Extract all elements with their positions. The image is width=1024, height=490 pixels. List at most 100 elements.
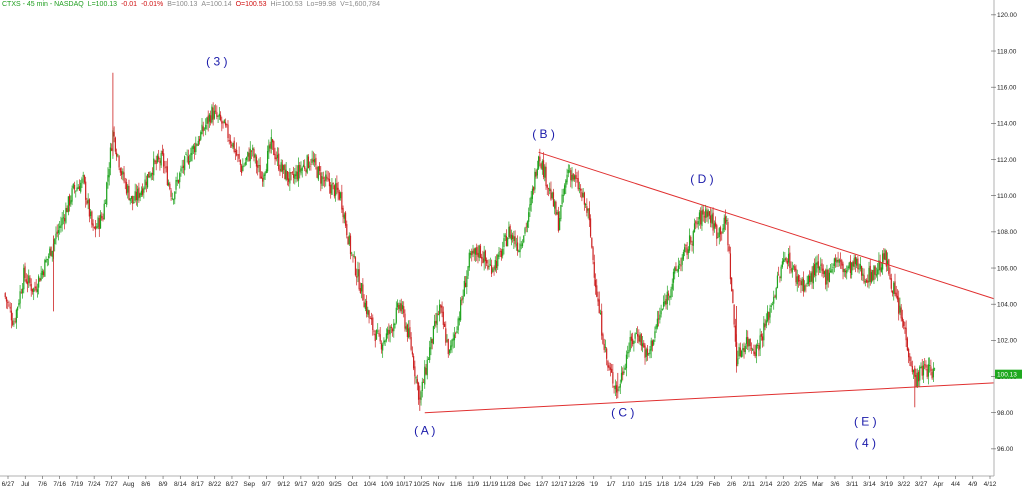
x-tick-label: Feb [709, 481, 721, 488]
candle-body [443, 323, 446, 327]
candle-body [853, 258, 855, 267]
candle-body [671, 283, 673, 290]
candle-body [831, 269, 833, 273]
candle-body [50, 246, 52, 256]
candle-body [87, 199, 89, 204]
candle-body [33, 288, 35, 292]
candle-body [446, 340, 448, 342]
candle-body [596, 285, 598, 297]
candle-body [752, 349, 754, 351]
candle-body [658, 318, 660, 320]
candle-body [4, 293, 6, 298]
candle-body [780, 266, 782, 279]
candle-body [432, 326, 435, 344]
candle-body [509, 225, 511, 239]
x-tick-label: 12/7 [536, 481, 549, 488]
candle-body [674, 267, 676, 274]
candle-body [618, 387, 620, 389]
candle-body [544, 166, 546, 178]
candle-body [644, 345, 646, 358]
candle-body [505, 235, 508, 247]
candle-body [284, 164, 286, 179]
candle-body [629, 336, 631, 351]
candle-body [783, 259, 785, 263]
x-tick-label: 10/25 [413, 481, 430, 488]
x-tick-label: 11/28 [500, 481, 516, 488]
candle-body [554, 201, 556, 209]
candle-body [541, 161, 543, 170]
candle-body [60, 224, 62, 229]
candle-body [281, 164, 284, 172]
candle-body [294, 174, 296, 180]
candle-body [18, 303, 20, 306]
candle-body [807, 275, 809, 284]
candle-body [804, 285, 806, 291]
candle-body [276, 154, 279, 159]
candle-body [410, 337, 412, 350]
candle-body [585, 203, 587, 206]
candle-body [14, 321, 16, 323]
candle-body [190, 153, 192, 162]
candle-body [883, 253, 885, 260]
candle-body [832, 266, 834, 268]
candle-body [191, 146, 193, 155]
candle-body [456, 331, 458, 334]
candle-body [226, 124, 228, 126]
candle-body [55, 233, 57, 240]
candle-body [520, 244, 522, 246]
candle-body [290, 172, 292, 174]
candle-body [30, 283, 32, 291]
candle-body [315, 157, 317, 166]
candle-body [471, 251, 473, 256]
candle-body [614, 385, 616, 390]
candle-body [686, 247, 688, 255]
candle-body [849, 261, 852, 273]
candle-body [533, 186, 535, 191]
candle-body [215, 110, 217, 112]
candle-body [920, 366, 922, 368]
candle-body [12, 320, 14, 325]
candle-body [894, 281, 896, 295]
candle-body [724, 216, 727, 224]
x-tick-label: Jul [21, 481, 30, 488]
x-tick-label: 3/6 [830, 481, 839, 488]
candle-body [726, 219, 728, 222]
candle-body [586, 206, 588, 213]
candle-body [538, 156, 540, 169]
candle-body [450, 345, 452, 351]
candle-body [377, 330, 379, 332]
candle-body [398, 304, 400, 309]
candle-body [797, 275, 800, 282]
candle-body [481, 256, 483, 259]
candle-body [367, 309, 369, 315]
x-tick-label: 9/7 [262, 481, 271, 488]
wave-label: ( 4 ) [855, 436, 876, 450]
candle-body [327, 178, 329, 180]
candle-body [679, 264, 681, 265]
candle-body [140, 190, 142, 196]
candle-body [805, 285, 807, 287]
candle-body [677, 265, 680, 272]
candle-body [755, 345, 757, 356]
candle-body [252, 147, 254, 151]
candle-body [567, 169, 569, 174]
candle-body [878, 260, 880, 271]
candle-body [645, 349, 647, 357]
last-price-marker [995, 369, 1022, 379]
candle-body [358, 269, 360, 290]
candle-body [659, 314, 661, 320]
candle-body [761, 336, 764, 341]
candle-body [28, 275, 30, 283]
candle-body [495, 260, 498, 269]
candle-body [142, 188, 144, 195]
candle-body [771, 304, 774, 306]
candle-body [337, 187, 339, 193]
candle-body [196, 144, 198, 146]
candle-body [67, 196, 69, 213]
candle-body [167, 182, 170, 186]
candle-body [665, 299, 667, 305]
candle-body [312, 159, 314, 162]
candle-body [266, 150, 269, 172]
candle-body [212, 107, 214, 120]
